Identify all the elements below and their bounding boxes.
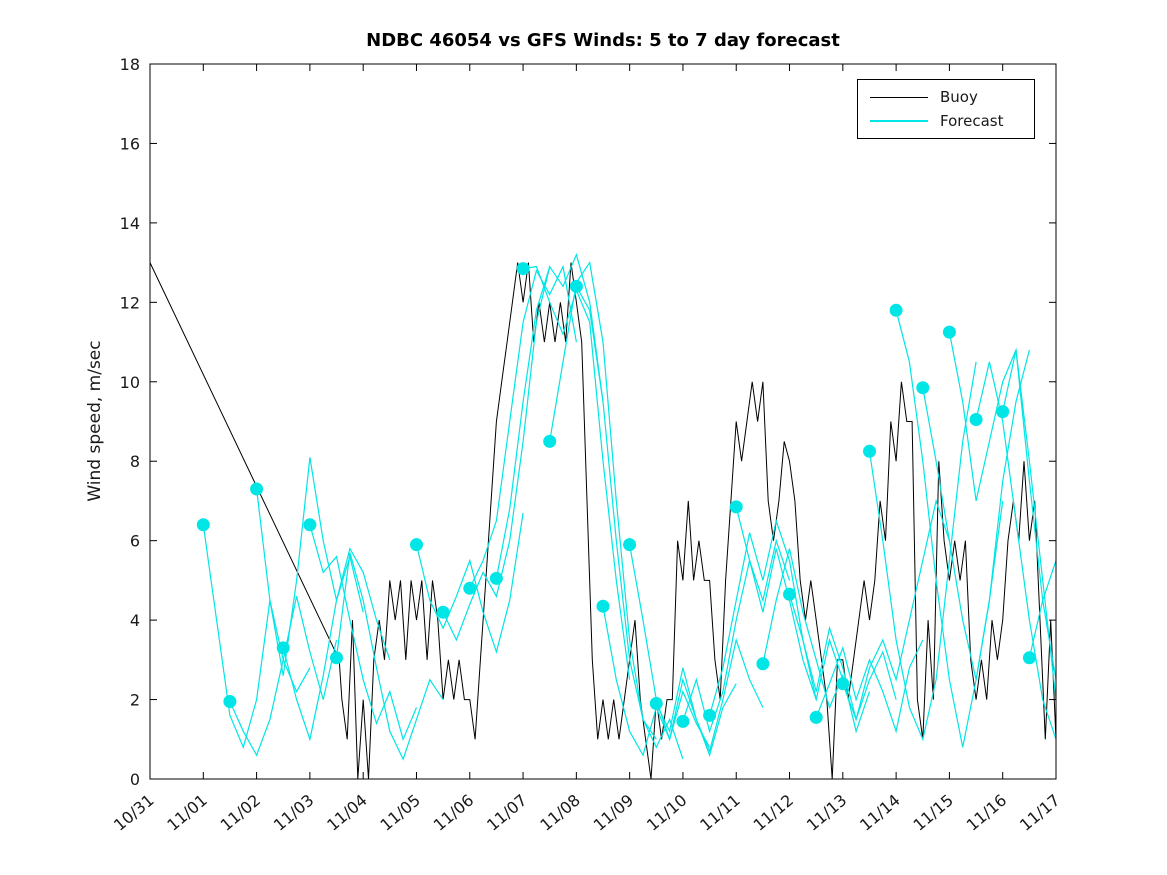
- forecast-start-marker: [942, 325, 956, 339]
- y-tick-label: 18: [120, 55, 140, 74]
- x-tick-label: 11/01: [163, 791, 211, 835]
- forecast-start-marker: [410, 538, 423, 552]
- y-tick-label: 14: [120, 214, 140, 233]
- forecast-start-marker: [223, 695, 237, 708]
- forecast-line: [415, 512, 524, 655]
- x-tick-label: 11/05: [377, 791, 425, 835]
- forecast-line: [575, 286, 684, 760]
- forecast-line: [868, 361, 977, 742]
- forecast-line: [335, 552, 444, 761]
- forecast-start-marker: [916, 381, 930, 395]
- forecast-start-marker: [783, 587, 796, 601]
- forecast-start-marker: [330, 651, 343, 665]
- chart-title: NDBC 46054 vs GFS Winds: 5 to 7 day fore…: [366, 30, 840, 51]
- axes-box: [149, 63, 1057, 780]
- buoy-legend-label: Buoy: [940, 88, 978, 106]
- forecast-line: [815, 639, 924, 734]
- forecast-line: [469, 264, 577, 589]
- buoy-line: [149, 262, 1057, 780]
- x-tick-label: 11/12: [750, 791, 798, 835]
- forecast-line-sample: [870, 120, 928, 122]
- legend-item-forecast: Forecast: [858, 109, 1034, 133]
- forecast-start-marker: [463, 581, 477, 595]
- forecast-start-marker: [436, 605, 450, 619]
- forecast-line: [948, 331, 1057, 700]
- forecast-line: [762, 548, 871, 734]
- forecast-start-marker: [1022, 651, 1036, 665]
- x-tick-label: 11/16: [963, 791, 1011, 835]
- forecast-line: [788, 594, 897, 722]
- y-tick-label: 12: [120, 293, 140, 312]
- y-tick-label: 6: [130, 532, 140, 551]
- forecast-line: [842, 498, 950, 722]
- forecast-start-marker: [729, 500, 743, 514]
- y-tick-label: 4: [130, 611, 140, 630]
- forecast-start-marker: [596, 599, 610, 613]
- forecast-line: [629, 544, 737, 758]
- x-tick-label: 11/02: [217, 791, 265, 835]
- forecast-start-marker: [489, 571, 503, 585]
- forecast-start-marker: [250, 482, 264, 496]
- forecast-line: [282, 547, 391, 742]
- forecast-start-marker: [889, 303, 903, 317]
- x-tick-label: 11/13: [803, 791, 851, 835]
- y-tick-label: 8: [130, 452, 140, 471]
- y-tick-label: 16: [120, 134, 140, 153]
- legend-item-buoy: Buoy: [858, 85, 1034, 109]
- forecast-start-marker: [756, 657, 770, 671]
- forecast-line: [682, 538, 791, 734]
- forecast-line: [975, 361, 1057, 740]
- forecast-start-marker: [809, 710, 823, 724]
- forecast-start-marker: [996, 405, 1010, 419]
- forecast-line: [309, 524, 418, 742]
- x-tick-label: 11/17: [1016, 791, 1064, 835]
- forecast-line: [229, 596, 338, 757]
- forecast-start-marker: [276, 641, 290, 655]
- forecast-line: [549, 261, 657, 740]
- forecast-line: [655, 637, 764, 754]
- forecast-line: [1002, 349, 1057, 680]
- forecast-legend-label: Forecast: [940, 112, 1004, 130]
- forecast-start-marker: [303, 518, 317, 532]
- forecast-start-marker: [969, 413, 983, 426]
- x-tick-label: 11/11: [696, 791, 744, 835]
- x-tick-label: 11/03: [270, 791, 318, 835]
- forecast-line: [1028, 560, 1057, 658]
- forecast-line: [495, 252, 604, 579]
- forecast-start-marker: [196, 518, 210, 532]
- y-tick-label: 2: [130, 691, 140, 710]
- legend: Buoy Forecast: [857, 79, 1035, 139]
- x-tick-label: 11/09: [590, 791, 638, 835]
- x-tick-label: 11/08: [536, 791, 584, 835]
- forecast-start-marker: [649, 697, 663, 710]
- x-tick-label: 11/15: [909, 791, 957, 835]
- forecast-start-marker: [863, 444, 876, 458]
- forecast-line: [709, 518, 817, 716]
- forecast-line: [442, 266, 551, 642]
- forecast-start-marker: [569, 279, 583, 293]
- forecast-start-marker: [516, 262, 530, 276]
- forecast-line: [256, 457, 364, 676]
- forecast-start-marker: [703, 708, 717, 722]
- x-tick-label: 11/06: [430, 791, 478, 835]
- x-tick-label: 11/04: [323, 791, 371, 835]
- forecast-start-marker: [623, 538, 637, 552]
- forecast-line: [735, 506, 844, 702]
- buoy-line-sample: [870, 96, 928, 98]
- forecast-start-marker: [676, 714, 690, 728]
- x-tick-label: 11/14: [856, 791, 904, 835]
- forecast-line: [922, 349, 1030, 680]
- x-tick-label: 11/10: [643, 791, 691, 835]
- y-tick-label: 0: [130, 770, 140, 789]
- y-tick-label: 10: [120, 373, 140, 392]
- forecast-start-marker: [836, 677, 850, 691]
- forecast-start-marker: [543, 434, 557, 448]
- x-tick-label: 11/07: [483, 791, 531, 835]
- forecast-line: [602, 606, 711, 757]
- x-tick-label: 10/31: [110, 791, 158, 835]
- forecast-line: [202, 524, 311, 750]
